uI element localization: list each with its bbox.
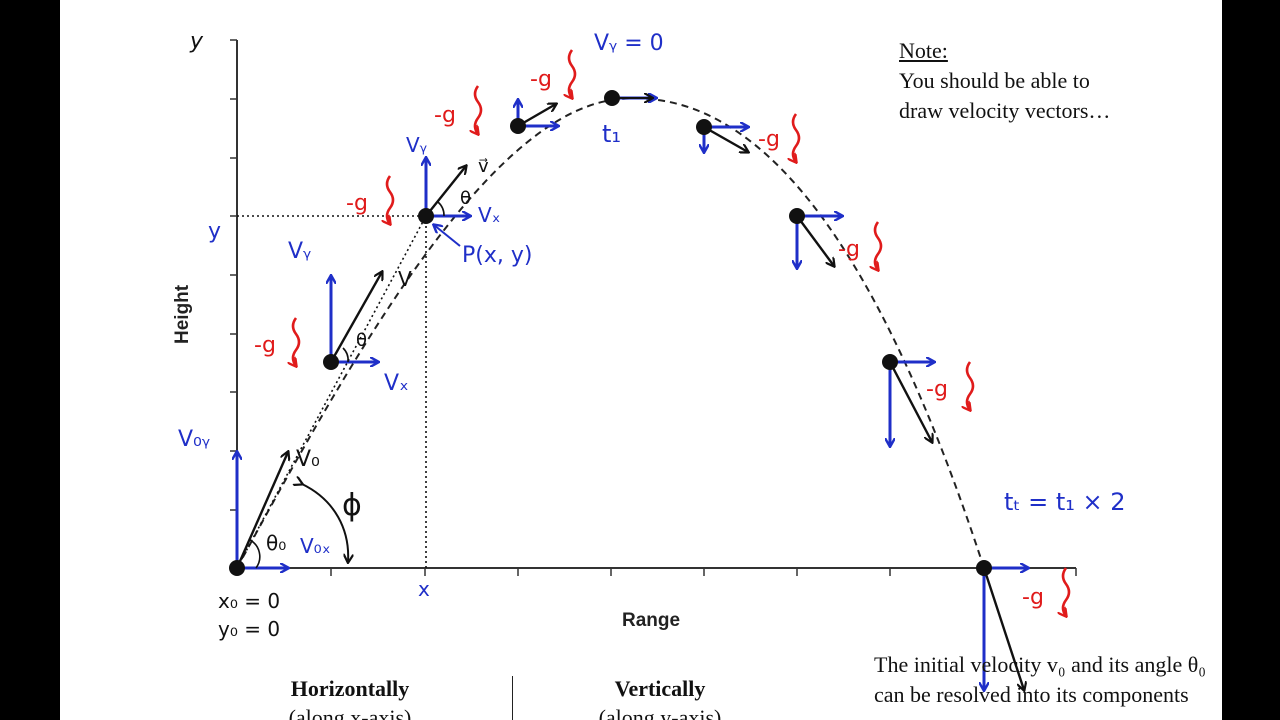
note-box: Note: You should be able to draw velocit… [899,36,1110,126]
landing-point: tₜ = t₁ × 2 -g [976,488,1126,690]
svg-text:-g: -g [346,191,368,216]
x-marker: x [418,577,430,601]
projectile-diagram: Range Height y y x ϕ V₀ V₀ᵧ θ₀ V₀ₓ [172,29,1126,720]
column-divider [512,676,513,720]
y-axis-letter: y [189,29,204,54]
launch-point: V₀ V₀ᵧ θ₀ V₀ₓ x₀ = 0 y₀ = 0 [178,427,331,641]
point-p-label: P(x, y) [462,243,532,268]
vx-label-p: Vₓ [478,203,501,227]
point-p: Vᵧ θ Vₓ v⃗ P(x, y) -g [346,133,532,268]
trajectory-point-1: Vᵧ V θ Vₓ -g [254,239,412,396]
apex-point: Vᵧ = 0 t₁ -g [530,31,664,148]
gravity-1: -g [254,317,301,366]
y-axis-ticks [230,39,237,511]
gravity-6: -g [838,221,883,270]
x0-label: x₀ = 0 [218,589,280,613]
gravity-4: -g [530,49,577,98]
v0-arrow [235,452,288,569]
theta0-label: θ₀ [266,531,286,555]
y-axis-title: Height [172,284,193,344]
v-label-1: V [398,267,412,291]
v0-label: V₀ [296,447,320,472]
trajectory-point-6: -g [789,208,883,270]
svg-text:-g: -g [1022,585,1044,610]
v0y-label: V₀ᵧ [178,427,210,452]
total-time-label: tₜ = t₁ × 2 [1004,488,1126,516]
gravity-5: -g [758,113,801,162]
theta0-arc [249,539,261,569]
launch-dotted-line [236,215,427,569]
svg-text:-g: -g [530,67,552,92]
vx-label-1: Vₓ [384,371,409,396]
svg-text:-g: -g [838,237,860,262]
t1-label: t₁ [602,120,621,148]
x-axis-ticks [330,568,1077,576]
horizontal-heading: Horizontally [290,676,410,701]
v-vec-label: v⃗ [478,156,489,177]
svg-text:-g: -g [254,333,276,358]
caption-text: The initial velocity v₀ and its angle θ₀… [874,652,1206,707]
slide: Range Height y y x ϕ V₀ V₀ᵧ θ₀ V₀ₓ [60,0,1222,720]
y-marker: y [208,219,221,244]
note-line-2: draw velocity vectors… [899,98,1111,123]
svg-text:-g: -g [926,377,948,402]
point-p-guides: y x [208,215,430,601]
trajectory-point-3: -g [434,85,558,134]
trajectory-point-7: -g [882,354,975,446]
horizontal-subheading: (along x-axis) [288,705,412,720]
phi-label: ϕ [342,488,362,523]
gravity-8: -g [1022,567,1071,616]
vy-label-1: Vᵧ [288,239,311,264]
axes: Range Height y [172,29,1077,631]
trajectory-point-5: -g [696,113,801,162]
note-heading: Note: [899,38,948,63]
note-line-1: You should be able to [899,68,1090,93]
vertical-heading: Vertically [614,676,706,701]
x-axis-title: Range [622,610,680,631]
vy-label-p: Vᵧ [406,133,428,157]
gravity-7: -g [926,361,975,410]
svg-text:-g: -g [758,127,780,152]
gravity-3: -g [434,85,483,134]
vertical-subheading: (along y-axis) [598,705,722,720]
theta-label-p: θ [460,188,471,209]
phi-arc [302,484,348,562]
v0x-label: V₀ₓ [300,534,331,558]
vy-zero-label: Vᵧ = 0 [594,31,664,56]
svg-text:-g: -g [434,103,456,128]
gravity-2: -g [346,175,395,224]
y0-label: y₀ = 0 [218,617,280,641]
theta-label-1: θ [356,330,367,351]
